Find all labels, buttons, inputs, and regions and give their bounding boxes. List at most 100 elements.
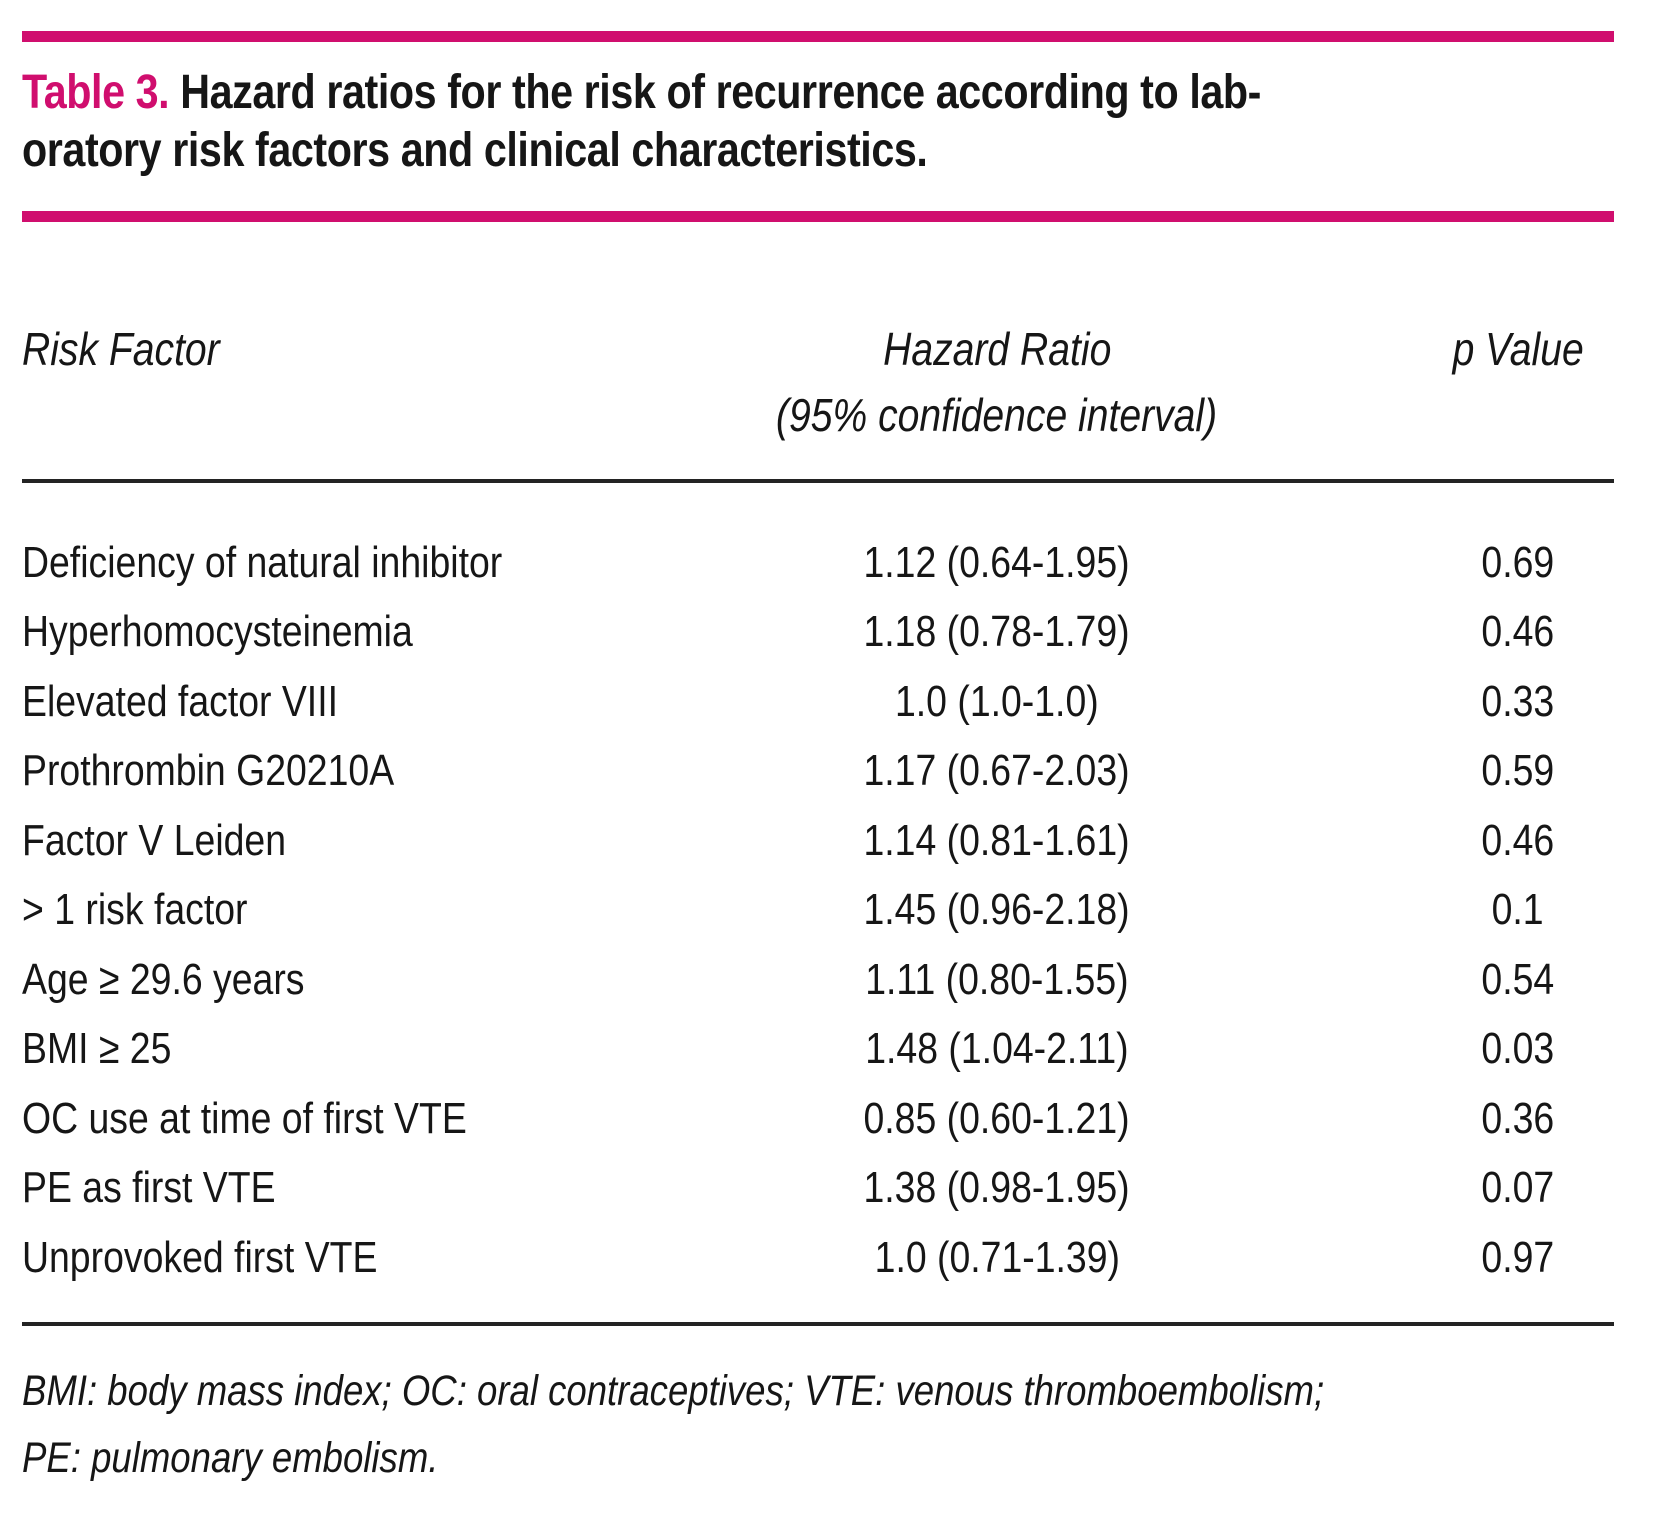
hazard-ratio-cell: 1.48 (1.04-2.11) — [622, 1024, 1372, 1074]
hazard-ratio-cell: 1.0 (0.71-1.39) — [622, 1233, 1372, 1283]
hazard-ratio-value: 1.45 (0.96-2.18) — [863, 885, 1131, 935]
caption-text-1 — [169, 66, 180, 119]
hazard-ratio-cell: 1.45 (0.96-2.18) — [622, 885, 1372, 935]
risk-factor-cell: > 1 risk factor — [22, 885, 622, 935]
risk-factor-cell: OC use at time of first VTE — [22, 1094, 622, 1144]
p-value: 0.46 — [1481, 607, 1555, 657]
risk-factor-label: Hyperhomocysteinemia — [22, 607, 413, 657]
p-value: 0.97 — [1481, 1232, 1555, 1282]
p-value: 0.07 — [1481, 1163, 1555, 1213]
hazard-ratio-value: 1.0 (1.0-1.0) — [895, 676, 1099, 726]
footnote-abbreviations: BMI: body mass index; OC: oral contracep… — [22, 1367, 1325, 1415]
table-row: Elevated factor VIII 1.0 (1.0-1.0) 0.33 — [22, 667, 1614, 737]
table-header-row: Risk Factor Hazard Ratio (95% confidence… — [22, 316, 1614, 448]
risk-factor-cell: Factor V Leiden — [22, 816, 622, 866]
p-value-cell: 0.69 — [1372, 538, 1614, 588]
hazard-ratio-header-label: Hazard Ratio — [882, 323, 1112, 375]
table-number-label: Table 3. — [22, 66, 170, 119]
p-value-cell: 0.46 — [1372, 607, 1614, 657]
footnote-line-2: PE: pulmonary embolism. — [22, 1425, 1554, 1492]
table-body: Deficiency of natural inhibitor 1.12 (0.… — [22, 528, 1614, 1293]
risk-factor-header-label: Risk Factor — [22, 323, 220, 375]
table-row: Unprovoked first VTE 1.0 (0.71-1.39) 0.9… — [22, 1223, 1614, 1293]
risk-factor-cell: Hyperhomocysteinemia — [22, 607, 622, 657]
caption-line-2: oratory risk factors and clinical charac… — [22, 124, 928, 177]
p-value: 0.69 — [1481, 537, 1555, 587]
caption-title-part-1: Hazard ratios for the risk of recurrence… — [180, 66, 1261, 119]
hazard-ratio-value: 1.18 (0.78-1.79) — [863, 607, 1131, 657]
mid-accent-rule — [22, 211, 1614, 222]
table-footnotes: BMI: body mass index; OC: oral contracep… — [22, 1358, 1554, 1492]
confidence-interval-header-label: (95% confidence interval) — [776, 389, 1218, 441]
risk-factor-cell: Unprovoked first VTE — [22, 1233, 622, 1283]
top-accent-rule — [22, 31, 1614, 42]
risk-factor-column-header: Risk Factor — [22, 316, 622, 448]
p-value-cell: 0.36 — [1372, 1094, 1614, 1144]
hazard-ratio-cell: 1.11 (0.80-1.55) — [622, 955, 1372, 1005]
footer-divider-rule — [22, 1322, 1614, 1326]
risk-factor-cell: Age ≥ 29.6 years — [22, 955, 622, 1005]
p-value: 0.33 — [1481, 676, 1555, 726]
risk-factor-label: > 1 risk factor — [22, 885, 248, 935]
hazard-ratio-cell: 1.18 (0.78-1.79) — [622, 607, 1372, 657]
p-value: 0.59 — [1481, 746, 1555, 796]
p-value-cell: 0.1 — [1372, 885, 1614, 935]
table-row: Factor V Leiden 1.14 (0.81-1.61) 0.46 — [22, 806, 1614, 876]
table-caption: Table 3. Hazard ratios for the risk of r… — [22, 64, 1261, 180]
p-value: 0.54 — [1481, 954, 1555, 1004]
footnote-line-1: BMI: body mass index; OC: oral contracep… — [22, 1358, 1554, 1425]
risk-factor-label: Deficiency of natural inhibitor — [22, 537, 503, 587]
risk-factor-label: Elevated factor VIII — [22, 676, 338, 726]
table-row: OC use at time of first VTE 0.85 (0.60-1… — [22, 1084, 1614, 1154]
hazard-ratio-value: 1.17 (0.67-2.03) — [863, 746, 1131, 796]
risk-factor-cell: BMI ≥ 25 — [22, 1024, 622, 1074]
risk-factor-label: BMI ≥ 25 — [22, 1024, 172, 1074]
table-row: PE as first VTE 1.38 (0.98-1.95) 0.07 — [22, 1154, 1614, 1224]
risk-factor-label: Unprovoked first VTE — [22, 1232, 378, 1282]
p-value-cell: 0.54 — [1372, 955, 1614, 1005]
hazard-ratio-value: 1.48 (1.04-2.11) — [865, 1024, 1129, 1074]
p-value: 0.36 — [1481, 1093, 1555, 1143]
risk-factor-cell: Elevated factor VIII — [22, 677, 622, 727]
hazard-ratio-cell: 1.12 (0.64-1.95) — [622, 538, 1372, 588]
hazard-ratio-cell: 1.17 (0.67-2.03) — [622, 746, 1372, 796]
table-row: > 1 risk factor 1.45 (0.96-2.18) 0.1 — [22, 876, 1614, 946]
p-value: 0.03 — [1481, 1024, 1555, 1074]
table-row: Hyperhomocysteinemia 1.18 (0.78-1.79) 0.… — [22, 598, 1614, 668]
hazard-ratio-value: 1.38 (0.98-1.95) — [863, 1163, 1131, 1213]
table-row: Deficiency of natural inhibitor 1.12 (0.… — [22, 528, 1614, 598]
hazard-ratio-value: 1.0 (0.71-1.39) — [874, 1232, 1120, 1282]
hazard-ratio-cell: 0.85 (0.60-1.21) — [622, 1094, 1372, 1144]
hazard-ratio-value: 0.85 (0.60-1.21) — [863, 1093, 1131, 1143]
header-divider-rule — [22, 479, 1614, 483]
p-value-cell: 0.59 — [1372, 746, 1614, 796]
risk-factor-cell: Prothrombin G20210A — [22, 746, 622, 796]
p-value: 0.1 — [1491, 885, 1544, 935]
hazard-ratio-column-header: Hazard Ratio (95% confidence interval) — [622, 316, 1372, 448]
p-value-column-header: p Value — [1372, 316, 1614, 448]
table-row: Prothrombin G20210A 1.17 (0.67-2.03) 0.5… — [22, 737, 1614, 807]
p-value-cell: 0.07 — [1372, 1163, 1614, 1213]
footnote-abbreviations-cont: PE: pulmonary embolism. — [22, 1434, 439, 1482]
hazard-ratio-cell: 1.0 (1.0-1.0) — [622, 677, 1372, 727]
risk-factor-cell: PE as first VTE — [22, 1163, 622, 1213]
p-value: 0.46 — [1481, 815, 1555, 865]
hazard-ratio-value: 1.14 (0.81-1.61) — [863, 815, 1131, 865]
risk-factor-label: Age ≥ 29.6 years — [22, 954, 305, 1004]
table-row: Age ≥ 29.6 years 1.11 (0.80-1.55) 0.54 — [22, 945, 1614, 1015]
p-value-cell: 0.33 — [1372, 677, 1614, 727]
risk-factor-label: PE as first VTE — [22, 1163, 276, 1213]
risk-factor-label: Prothrombin G20210A — [22, 746, 395, 796]
hazard-ratio-cell: 1.14 (0.81-1.61) — [622, 816, 1372, 866]
risk-factor-label: Factor V Leiden — [22, 815, 287, 865]
p-value-cell: 0.03 — [1372, 1024, 1614, 1074]
hazard-ratio-value: 1.12 (0.64-1.95) — [863, 537, 1131, 587]
risk-factor-cell: Deficiency of natural inhibitor — [22, 538, 622, 588]
hazard-ratio-cell: 1.38 (0.98-1.95) — [622, 1163, 1372, 1213]
p-value-cell: 0.46 — [1372, 816, 1614, 866]
risk-factor-label: OC use at time of first VTE — [22, 1093, 467, 1143]
table-row: BMI ≥ 25 1.48 (1.04-2.11) 0.03 — [22, 1015, 1614, 1085]
caption-line-1: Table 3. Hazard ratios for the risk of r… — [22, 64, 1261, 122]
p-value-header-label: p Value — [1452, 323, 1584, 375]
